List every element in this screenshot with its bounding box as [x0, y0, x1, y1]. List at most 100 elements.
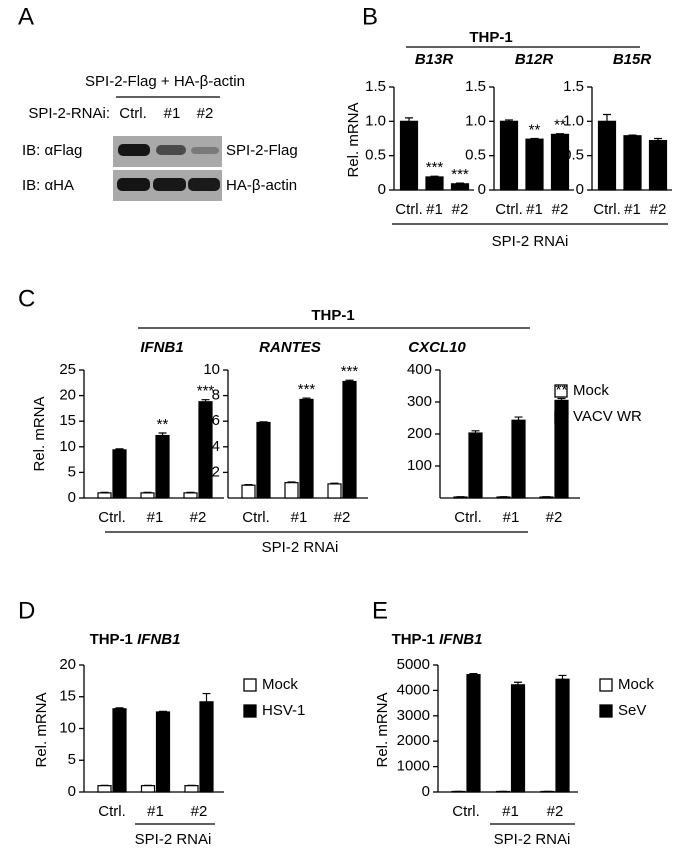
- significance: **: [157, 416, 169, 433]
- rnai-label: SPI-2-RNAi:: [28, 105, 110, 122]
- error-bar: [330, 482, 339, 484]
- legend-swatch: [554, 384, 568, 398]
- subplot-title: CXCL10: [408, 339, 466, 356]
- subplot-title: B12R: [515, 51, 554, 68]
- panel-letter: B: [362, 3, 378, 30]
- bar: [597, 120, 617, 191]
- y-tick-label: 300: [407, 393, 432, 410]
- bar: [199, 701, 214, 793]
- bar: [468, 432, 483, 499]
- title-text: THP-1: [311, 307, 354, 324]
- x-axis-label: SPI-2 RNAi: [492, 233, 569, 250]
- lane-label: Ctrl.: [119, 105, 147, 122]
- bar: [112, 449, 127, 499]
- y-tick-label: 100: [407, 457, 432, 474]
- legend-swatch: [599, 704, 613, 718]
- x-tick-label: #2: [650, 201, 667, 218]
- error-bar: [159, 710, 167, 712]
- bar: [140, 785, 156, 793]
- y-tick-label: 15: [59, 412, 76, 429]
- blot-band: [117, 178, 150, 191]
- y-tick-label: 10: [59, 438, 76, 455]
- subplot-title: B15R: [613, 51, 652, 68]
- legend-label: HSV-1: [262, 702, 305, 719]
- y-tick-label: 10: [59, 719, 76, 736]
- error-bar: [471, 430, 480, 434]
- y-tick-label: 0: [576, 181, 584, 198]
- y-tick-label: 0.5: [465, 147, 486, 164]
- title-text: THP-1: [90, 631, 133, 648]
- y-tick-label: 1.5: [563, 78, 584, 95]
- error-bar: [405, 117, 413, 122]
- significance: **: [529, 121, 541, 138]
- bar: [241, 484, 256, 499]
- legend-label: SeV: [618, 702, 646, 719]
- blot-header: SPI-2-Flag + HA-β-actin: [85, 73, 245, 90]
- y-tick-label: 3000: [397, 707, 430, 724]
- target-label: SPI-2-Flag: [226, 142, 298, 159]
- x-tick-label: #2: [191, 803, 208, 820]
- x-tick-label: #2: [452, 201, 469, 218]
- bar: [198, 401, 213, 499]
- significance: **: [554, 117, 566, 134]
- error-bar: [302, 397, 311, 400]
- bar: [510, 684, 526, 793]
- x-tick-label: #2: [190, 509, 207, 526]
- title-gene: IFNB1: [137, 631, 180, 648]
- blot-band: [156, 145, 186, 155]
- x-tick-label: Ctrl.: [98, 509, 126, 526]
- error-bar: [654, 137, 662, 141]
- y-tick-label: 0: [68, 489, 76, 506]
- y-tick-label: 0: [68, 783, 76, 800]
- y-tick-label: 2: [212, 463, 220, 480]
- x-tick-label: Ctrl.: [98, 803, 126, 820]
- legend-swatch: [599, 678, 613, 692]
- y-tick-label: 0: [378, 181, 386, 198]
- error-bar: [514, 681, 522, 685]
- x-tick-label: #2: [547, 803, 564, 820]
- error-bar: [201, 399, 210, 402]
- ib-label: IB: αFlag: [22, 142, 82, 159]
- y-tick-label: 2000: [397, 732, 430, 749]
- x-tick-label: #2: [552, 201, 569, 218]
- bar: [623, 135, 642, 191]
- y-tick-label: 15: [59, 688, 76, 705]
- lane-label: #1: [164, 105, 181, 122]
- chart-title: THP-1 IFNB1: [392, 631, 483, 648]
- y-axis-label: Rel. mRNA: [33, 692, 50, 767]
- x-tick-label: #1: [147, 803, 164, 820]
- error-bar: [505, 119, 513, 122]
- y-tick-label: 1000: [397, 758, 430, 775]
- x-tick-label: Ctrl.: [395, 201, 423, 218]
- y-tick-label: 5000: [397, 656, 430, 673]
- y-tick-label: 0.5: [563, 147, 584, 164]
- title-text: THP-1: [392, 631, 435, 648]
- y-tick-label: 1.0: [465, 112, 486, 129]
- bar: [140, 492, 155, 499]
- blot-band: [118, 144, 150, 156]
- subplot-title: RANTES: [259, 339, 321, 356]
- error-bar: [530, 137, 539, 140]
- subplot-title: IFNB1: [140, 339, 183, 356]
- bar: [183, 492, 198, 499]
- x-tick-label: Ctrl.: [242, 509, 270, 526]
- y-tick-label: 400: [407, 361, 432, 378]
- y-axis-label: Rel. mRNA: [374, 692, 391, 767]
- error-bar: [115, 707, 124, 709]
- significance: ***: [341, 363, 359, 380]
- y-tick-label: 10: [203, 361, 220, 378]
- chart-title: THP-1 IFNB1: [90, 631, 181, 648]
- bar: [342, 380, 357, 499]
- error-bar: [514, 416, 523, 421]
- legend-label: Mock: [618, 676, 654, 693]
- x-tick-label: #1: [426, 201, 443, 218]
- y-tick-label: 20: [59, 656, 76, 673]
- y-tick-label: 0: [422, 783, 430, 800]
- bar: [499, 120, 519, 191]
- y-tick-label: 1.0: [563, 112, 584, 129]
- bar: [399, 120, 419, 191]
- error-bar: [557, 397, 566, 401]
- target-label: HA-β-actin: [226, 177, 297, 194]
- y-tick-label: 4: [212, 438, 220, 455]
